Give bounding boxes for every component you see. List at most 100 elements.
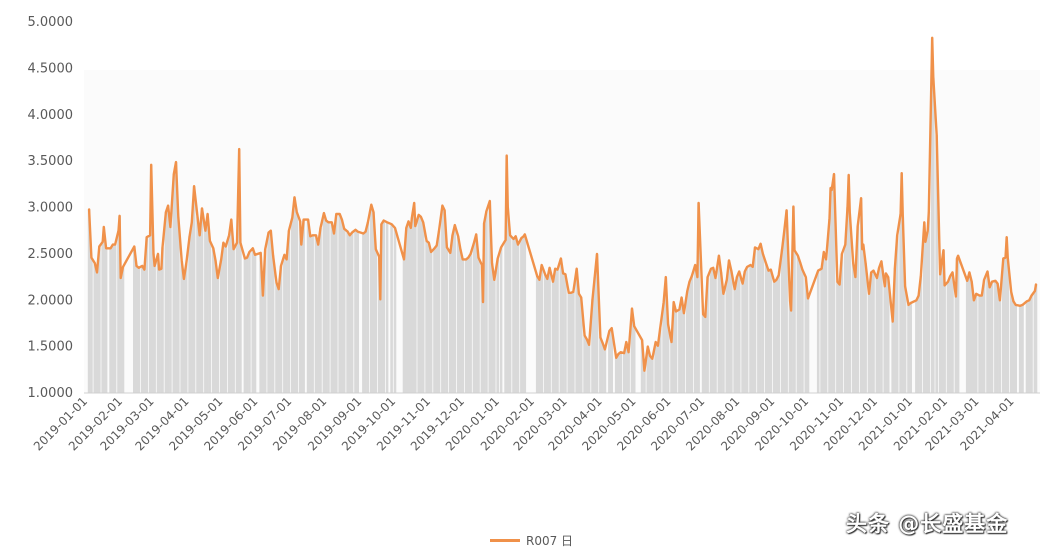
- value-bar: [893, 267, 897, 393]
- value-bar: [948, 276, 952, 393]
- value-bar: [472, 242, 476, 393]
- value-bar: [672, 302, 675, 393]
- value-bar: [717, 255, 721, 393]
- value-bar: [579, 297, 583, 393]
- value-bar: [239, 242, 242, 393]
- value-bar: [935, 135, 938, 393]
- value-bar: [986, 271, 989, 393]
- value-bar: [877, 267, 881, 393]
- value-bar: [248, 252, 251, 393]
- value-bar: [520, 238, 523, 393]
- value-bar: [856, 226, 859, 393]
- value-bar: [174, 162, 178, 393]
- value-bar: [915, 300, 918, 394]
- value-bar: [488, 201, 492, 393]
- value-bar: [219, 259, 223, 393]
- value-bar: [701, 314, 705, 393]
- value-bar: [974, 293, 978, 393]
- value-bar: [166, 205, 170, 393]
- value-bar: [880, 261, 883, 393]
- value-bar: [759, 243, 762, 393]
- value-bar: [382, 220, 385, 393]
- value-bar: [285, 259, 288, 393]
- value-bar: [177, 216, 180, 393]
- value-bar: [169, 227, 172, 393]
- value-bar: [477, 257, 480, 393]
- value-bar: [697, 202, 700, 393]
- value-bar: [493, 279, 496, 393]
- value-bar: [943, 285, 946, 393]
- value-bar: [608, 330, 611, 393]
- value-bar: [427, 242, 431, 393]
- value-bar: [190, 222, 194, 393]
- value-bar: [938, 274, 942, 393]
- value-bar: [445, 247, 449, 393]
- y-tick-label: 1.0000: [28, 386, 74, 401]
- value-bar: [113, 244, 117, 393]
- value-bar: [390, 224, 393, 393]
- value-bar: [456, 236, 460, 393]
- value-bar: [998, 300, 1002, 394]
- value-bar: [143, 269, 146, 393]
- value-bar: [362, 233, 365, 393]
- value-bar: [816, 270, 820, 393]
- value-bar: [414, 226, 417, 393]
- value-bar: [309, 236, 312, 393]
- value-bar: [135, 265, 138, 393]
- value-bar: [704, 316, 707, 393]
- value-bar: [93, 263, 97, 393]
- value-bar: [133, 246, 136, 393]
- value-bar: [994, 280, 997, 393]
- value-bar: [319, 227, 322, 393]
- value-bar: [656, 345, 660, 393]
- value-bar: [767, 270, 770, 393]
- value-bar: [643, 370, 646, 393]
- value-bar: [342, 228, 346, 393]
- value-bar: [295, 212, 299, 393]
- value-bar: [567, 292, 571, 393]
- value-bar: [149, 164, 153, 393]
- value-bar: [259, 252, 262, 393]
- value-bar: [824, 259, 828, 393]
- value-bar: [161, 247, 164, 393]
- value-bar: [765, 264, 768, 393]
- value-bar: [324, 220, 328, 393]
- value-bar: [622, 353, 626, 393]
- value-bar: [421, 222, 425, 393]
- value-bar: [102, 227, 106, 393]
- value-bar: [300, 244, 303, 393]
- value-bar: [200, 208, 204, 393]
- value-bar: [895, 235, 899, 393]
- value-bar: [854, 277, 857, 393]
- value-bar: [789, 310, 793, 393]
- value-bar: [283, 254, 286, 393]
- value-bar: [743, 271, 747, 393]
- value-bar: [761, 253, 765, 393]
- value-bar: [546, 278, 549, 393]
- value-bar: [670, 342, 673, 393]
- value-bar: [917, 295, 920, 393]
- value-bar: [291, 217, 294, 393]
- value-bar: [956, 255, 960, 393]
- value-bar: [583, 335, 586, 393]
- value-bar: [757, 249, 760, 393]
- y-tick-label: 3.5000: [28, 154, 74, 169]
- value-bar: [514, 236, 517, 393]
- value-bar: [172, 174, 176, 393]
- value-bar: [350, 232, 354, 393]
- value-bar: [482, 223, 486, 393]
- value-bar: [90, 257, 93, 393]
- value-bar: [646, 346, 650, 393]
- value-bar: [535, 276, 539, 393]
- series-line-r007: [87, 36, 1038, 372]
- value-bar: [1009, 291, 1013, 393]
- value-bar: [449, 252, 452, 393]
- value-bar: [402, 259, 406, 393]
- legend: R007 日: [490, 530, 573, 550]
- value-bar: [467, 257, 470, 393]
- value-bar: [851, 263, 855, 393]
- value-bar: [543, 274, 547, 393]
- value-bar: [263, 249, 267, 393]
- value-bar: [1030, 295, 1033, 393]
